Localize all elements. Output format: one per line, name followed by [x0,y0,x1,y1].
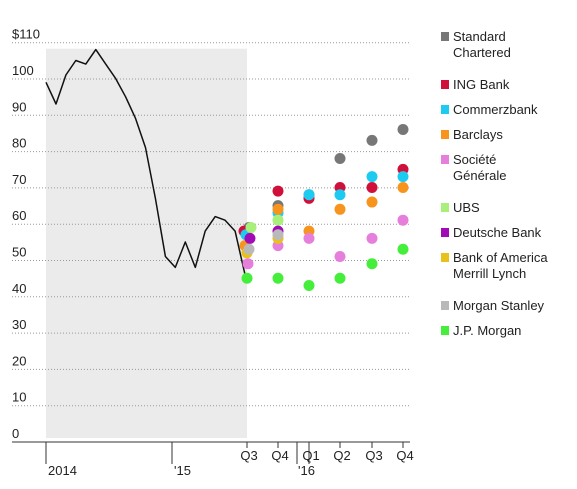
forecast-dot-commerzbank-5 [397,171,409,183]
forecast-dot-ubs-1 [272,214,284,226]
legend-label-5-0: UBS [453,200,480,215]
legend-swatch-1 [441,80,449,89]
forecast-dot-j-p-morgan-5 [397,243,409,255]
x-year-label-2016: '16 [298,463,315,478]
x-quarter-label-0: Q3 [240,448,257,463]
forecast-dot-deutsche-bank-0 [244,232,256,244]
forecast-dot-j-p-morgan-2 [303,280,315,292]
x-quarter-label-5: Q4 [396,448,413,463]
legend-label-8-0: Morgan Stanley [453,298,545,313]
forecast-dot-j-p-morgan-0 [241,272,253,284]
history-shade [46,48,247,438]
forecast-dot-standard-chartered-5 [397,123,409,135]
y-tick-label-0: 0 [12,426,19,441]
y-tick-label-20: 20 [12,353,26,368]
x-year-label-1: '15 [174,463,191,478]
forecast-dot-commerzbank-4 [366,171,378,183]
legend-label-9-0: J.P. Morgan [453,323,521,338]
forecast-dot-soci-t-g-n-rale-3 [334,251,346,262]
forecast-dot-j-p-morgan-3 [334,272,346,284]
y-tick-label-80: 80 [12,136,26,151]
x-quarter-label-3: Q2 [333,448,350,463]
legend-label-2-0: Commerzbank [453,102,538,117]
x-quarter-label-4: Q3 [365,448,382,463]
forecast-dot-commerzbank-3 [334,189,346,201]
forecast-dot-barclays-4 [366,196,378,208]
y-tick-label-30: 30 [12,317,26,332]
forecast-dot-barclays-5 [397,182,409,194]
forecast-dot-morgan-stanley-0 [243,243,255,255]
legend-label-7-1: Merrill Lynch [453,266,526,281]
forecast-dot-ing-bank-4 [366,182,378,194]
legend-swatch-0 [441,32,449,41]
forecast-dot-ing-bank-1 [272,185,284,197]
legend-swatch-8 [441,301,449,310]
x-quarter-label-1: Q4 [271,448,288,463]
legend-swatch-2 [441,105,449,114]
y-tick-label-40: 40 [12,281,26,296]
legend-swatch-9 [441,326,449,335]
x-quarter-label-2: Q1 [302,448,319,463]
y-tick-label-10: 10 [12,390,26,405]
forecast-dot-soci-t-g-n-rale-0 [242,258,254,270]
forecast-dot-ubs-0 [245,221,257,233]
legend-swatch-4 [441,155,449,164]
forecast-dot-morgan-stanley-1 [272,229,284,241]
y-tick-label-100: 100 [12,63,34,78]
legend-swatch-6 [441,228,449,237]
forecast-dot-soci-t-g-n-rale-4 [366,232,378,244]
forecast-dot-j-p-morgan-4 [366,258,378,270]
y-tick-label-60: 60 [12,208,26,223]
legend-label-4-0: Société [453,152,496,167]
forecast-dot-standard-chartered-4 [366,134,378,146]
legend-label-1-0: ING Bank [453,77,510,92]
forecast-dot-barclays-1 [272,203,284,215]
history-line [45,48,246,275]
y-tick-label-50: 50 [12,245,26,260]
y-tick-label-110: $110 [12,27,40,42]
x-year-label-0: 2014 [48,463,77,478]
forecast-dot-standard-chartered-3 [334,152,346,164]
legend-label-7-0: Bank of America [453,250,548,265]
forecast-dot-soci-t-g-n-rale-5 [397,214,409,226]
legend-label-4-1: Générale [453,168,506,183]
forecast-dot-soci-t-g-n-rale-2 [303,232,315,244]
legend-swatch-5 [441,203,449,212]
y-tick-label-90: 90 [12,99,26,114]
legend-label-0-1: Chartered [453,45,511,60]
forecast-dot-j-p-morgan-1 [272,272,284,284]
legend-swatch-3 [441,130,449,139]
legend-label-3-0: Barclays [453,127,503,142]
legend-swatch-7 [441,253,449,262]
forecast-dot-commerzbank-2 [303,189,315,201]
legend-label-6-0: Deutsche Bank [453,225,542,240]
y-tick-label-70: 70 [12,172,26,187]
forecast-dot-barclays-3 [334,203,346,215]
legend-label-0-0: Standard [453,29,506,44]
